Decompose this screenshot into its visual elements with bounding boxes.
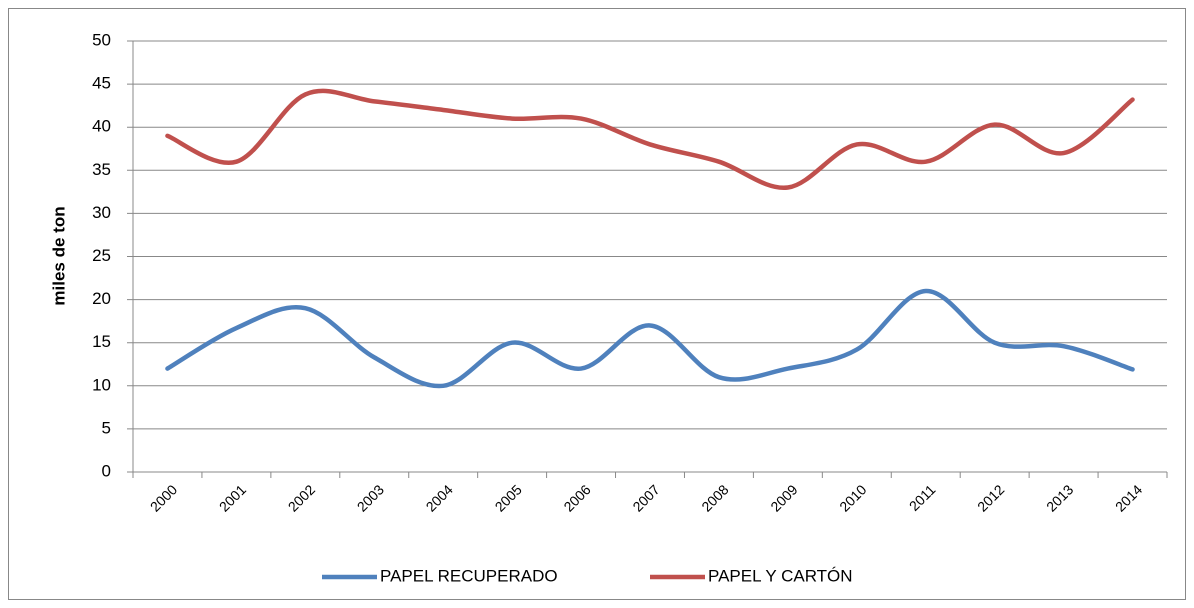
chart-border [8,8,1186,600]
y-tick-label: 5 [102,418,111,437]
y-tick-label: 30 [92,203,111,222]
y-axis-label: miles de ton [49,206,68,305]
legend-label: PAPEL Y CARTÓN [708,566,853,585]
y-tick-label: 45 [92,74,111,93]
y-tick-label: 35 [92,160,111,179]
y-tick-label: 15 [92,332,111,351]
series-line [165,88,1135,190]
y-tick-label: 50 [92,30,111,49]
y-tick-label: 20 [92,289,111,308]
series-line [165,288,1135,389]
y-tick-label: 25 [92,246,111,265]
y-tick-label: 10 [92,375,111,394]
y-tick-label: 40 [92,117,111,136]
y-tick-label: 0 [102,461,111,480]
legend-label: PAPEL RECUPERADO [380,566,558,585]
